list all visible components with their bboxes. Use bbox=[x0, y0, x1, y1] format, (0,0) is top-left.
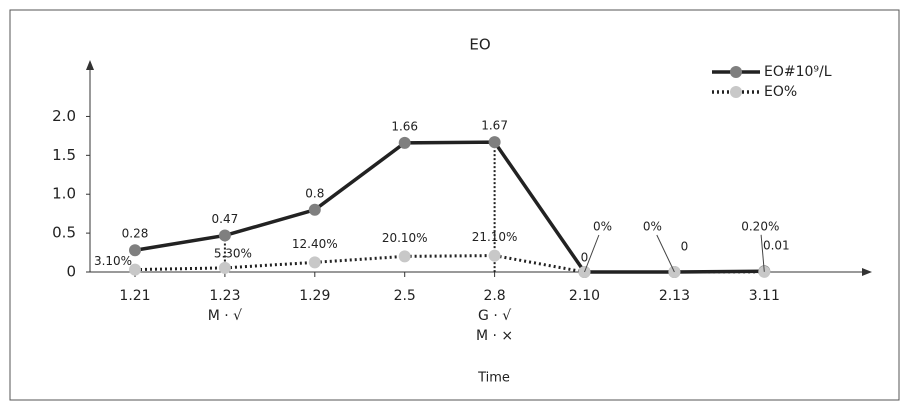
data-label: 1.67 bbox=[481, 119, 508, 133]
y-tick-label: 0 bbox=[66, 263, 76, 281]
x-tick-label: 1.23 bbox=[209, 288, 240, 304]
data-label: 0 bbox=[681, 240, 689, 254]
y-tick-label: 1.5 bbox=[52, 146, 76, 164]
data-label: 0% bbox=[593, 220, 612, 234]
data-label: 0.47 bbox=[212, 212, 239, 226]
annotation: G · √ bbox=[478, 308, 511, 324]
point bbox=[129, 244, 141, 257]
point bbox=[308, 203, 321, 216]
point bbox=[488, 136, 501, 149]
annotation: M · √ bbox=[208, 308, 242, 324]
data-label: 0.01 bbox=[763, 239, 790, 253]
leader-line bbox=[584, 234, 600, 273]
point bbox=[218, 261, 231, 274]
data-label: 0.8 bbox=[305, 186, 324, 200]
x-tick-label: 2.8 bbox=[483, 288, 505, 304]
x-tick-label: 2.10 bbox=[569, 288, 600, 304]
chart-title: EO bbox=[469, 36, 490, 54]
point bbox=[129, 263, 141, 276]
point bbox=[398, 250, 411, 263]
data-label: 21.10% bbox=[472, 230, 518, 244]
data-label: 0 bbox=[581, 251, 589, 265]
x-axis-label: Time bbox=[477, 371, 510, 386]
data-label: 0.28 bbox=[122, 227, 149, 241]
point bbox=[398, 136, 411, 149]
y-tick-label: 0.5 bbox=[52, 224, 76, 242]
point bbox=[488, 249, 501, 262]
data-label: 20.10% bbox=[382, 231, 428, 245]
frame bbox=[9, 9, 900, 401]
legend-marker bbox=[730, 66, 742, 78]
leader-line bbox=[656, 234, 675, 273]
legend-label: EO% bbox=[764, 84, 797, 100]
x-tick-label: 1.21 bbox=[119, 288, 150, 304]
legend-label: EO#10⁹/L bbox=[764, 64, 832, 80]
leader-line bbox=[760, 234, 765, 272]
x-tick-label: 2.13 bbox=[659, 288, 690, 304]
data-label: 3.10% bbox=[94, 254, 132, 268]
y-tick-label: 2.0 bbox=[52, 107, 76, 125]
series-line bbox=[134, 254, 765, 274]
legend-marker bbox=[730, 86, 742, 98]
data-label: 0.20% bbox=[741, 219, 779, 233]
x-tick-label: 2.5 bbox=[394, 288, 416, 304]
data-label: 1.66 bbox=[391, 119, 418, 133]
data-label: 12.40% bbox=[292, 237, 338, 251]
y-tick-label: 1.0 bbox=[52, 185, 76, 203]
point bbox=[308, 256, 321, 269]
data-label: 0% bbox=[643, 220, 662, 234]
y-arrow bbox=[86, 60, 94, 70]
data-label: 5.30% bbox=[214, 246, 252, 260]
point bbox=[218, 229, 231, 242]
x-tick-label: 1.29 bbox=[299, 288, 330, 304]
annotation: M · × bbox=[476, 328, 513, 344]
x-arrow bbox=[862, 268, 872, 276]
x-tick-label: 3.11 bbox=[749, 288, 780, 304]
